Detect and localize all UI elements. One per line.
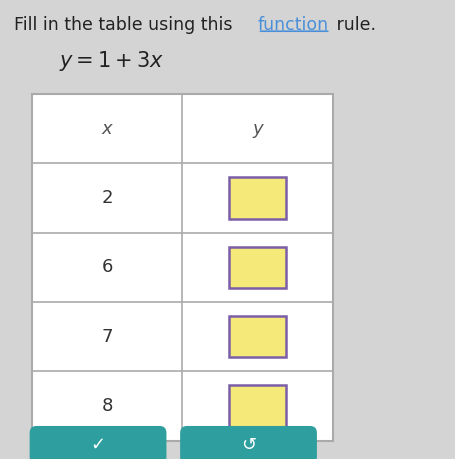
Bar bbox=[228, 316, 286, 358]
Bar bbox=[228, 385, 286, 427]
Text: 6: 6 bbox=[101, 258, 112, 276]
Bar bbox=[228, 246, 286, 288]
Text: rule.: rule. bbox=[330, 16, 375, 34]
FancyBboxPatch shape bbox=[30, 426, 166, 459]
Text: $y=1+3x$: $y=1+3x$ bbox=[59, 49, 164, 73]
FancyBboxPatch shape bbox=[180, 426, 316, 459]
Text: 2: 2 bbox=[101, 189, 113, 207]
Text: function: function bbox=[257, 16, 328, 34]
Text: 7: 7 bbox=[101, 328, 113, 346]
Text: 8: 8 bbox=[101, 397, 112, 415]
Text: Fill in the table using this: Fill in the table using this bbox=[14, 16, 237, 34]
Bar bbox=[32, 94, 332, 441]
Text: ✓: ✓ bbox=[90, 436, 106, 454]
Text: ↺: ↺ bbox=[240, 436, 256, 454]
Bar bbox=[228, 177, 286, 219]
Text: y: y bbox=[252, 120, 263, 138]
Text: x: x bbox=[101, 120, 112, 138]
